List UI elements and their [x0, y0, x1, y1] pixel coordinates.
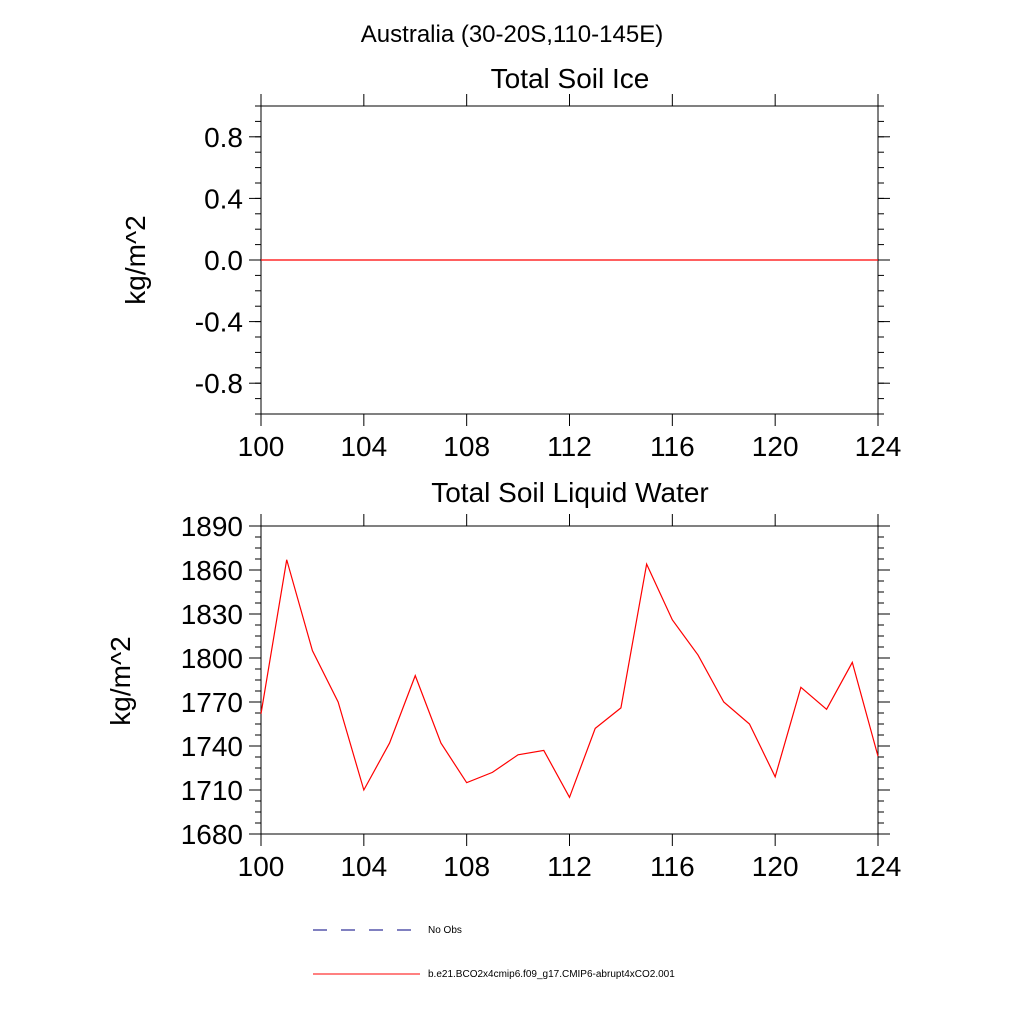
- y-tick-label: 0.8: [204, 122, 243, 153]
- y-tick-label: 0.0: [204, 245, 243, 276]
- y-axis-label: kg/m^2: [120, 215, 151, 304]
- plot-frame: [260, 525, 879, 835]
- y-tick-label: 1710: [181, 775, 243, 806]
- ticks-group: [249, 514, 890, 846]
- x-tick-label: 120: [752, 431, 799, 462]
- x-tick-label: 104: [340, 851, 387, 882]
- tick-labels-group: 100 104 108 112 116 120 124 1890 1860 1830 1800 177…: [181, 511, 902, 882]
- x-tick-label: 112: [547, 851, 592, 882]
- legend-label-no-obs: No Obs: [428, 925, 462, 936]
- x-tick-label: 108: [443, 851, 490, 882]
- y-tick-label: 1800: [181, 643, 243, 674]
- y-tick-label: 1860: [181, 555, 243, 586]
- x-tick-label: 116: [650, 431, 695, 462]
- y-axis-label: kg/m^2: [105, 636, 136, 725]
- x-tick-label: 100: [238, 851, 285, 882]
- y-tick-label: 0.4: [204, 183, 243, 214]
- series-group: [260, 559, 879, 799]
- ticks-group: [249, 94, 890, 426]
- y-tick-label: 1890: [181, 511, 243, 542]
- x-tick-label: 124: [855, 431, 902, 462]
- x-tick-label: 104: [340, 431, 387, 462]
- y-tick-label: -0.4: [195, 307, 243, 338]
- series-line: [260, 559, 879, 799]
- tick-labels-group: 100 104 108 112 116 120 124 0.8 0.4 0.0 -0.4 -0.8: [195, 122, 902, 462]
- panel-title: Total Soil Ice: [491, 63, 650, 94]
- y-tick-label: 1680: [181, 819, 243, 850]
- legend: No Obs b.e21.BCO2x4cmip6.f09_g17.CMIP6-a…: [313, 925, 675, 980]
- x-tick-label: 108: [443, 431, 490, 462]
- y-tick-label: 1830: [181, 599, 243, 630]
- x-tick-label: 120: [752, 851, 799, 882]
- main-title: Australia (30-20S,110-145E): [361, 21, 663, 48]
- y-tick-label: -0.8: [195, 368, 243, 399]
- legend-label-model: b.e21.BCO2x4cmip6.f09_g17.CMIP6-abrupt4x…: [428, 969, 675, 980]
- x-tick-label: 116: [650, 851, 695, 882]
- y-tick-label: 1770: [181, 687, 243, 718]
- panel-soil-liquid-water: Total Soil Liquid Water kg/m^2 100 104 108…: [105, 477, 901, 882]
- y-tick-label: 1740: [181, 731, 243, 762]
- panel-soil-ice: Total Soil Ice kg/m^2 100 104 108 112 116 120…: [120, 63, 901, 462]
- x-tick-label: 100: [238, 431, 285, 462]
- panel-title: Total Soil Liquid Water: [431, 477, 709, 508]
- x-tick-label: 112: [547, 431, 592, 462]
- x-tick-label: 124: [855, 851, 902, 882]
